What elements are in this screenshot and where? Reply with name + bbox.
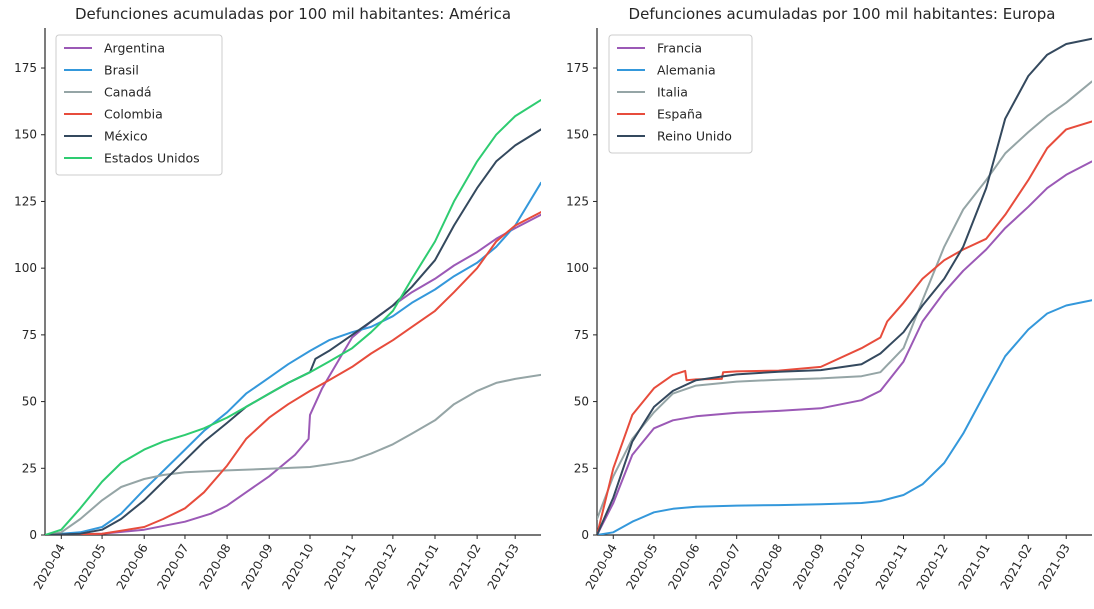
x-tick-label: 2020-10 xyxy=(279,542,316,592)
legend: Francia Alemania Italia España Reino Unido xyxy=(608,34,753,154)
series-line-mexico xyxy=(45,128,541,535)
legend-label: Francia xyxy=(657,41,702,56)
series-line-alemania xyxy=(597,299,1092,535)
series-line-espana xyxy=(597,120,1092,535)
x-tick-label: 2020-05 xyxy=(623,542,660,592)
legend-label: Argentina xyxy=(104,41,165,56)
series-line-colombia xyxy=(45,211,541,535)
y-tick-label: 25 xyxy=(22,461,37,475)
series-line-francia xyxy=(597,160,1092,535)
y-tick-label: 50 xyxy=(574,395,589,409)
x-tick-label: 2020-05 xyxy=(71,542,108,592)
chart-america: Defunciones acumuladas por 100 mil habit… xyxy=(14,5,541,592)
y-tick-label: 0 xyxy=(29,528,37,542)
y-tick-label: 100 xyxy=(566,261,589,275)
y-tick-label: 125 xyxy=(566,194,589,208)
x-tick-label: 2021-02 xyxy=(447,542,484,592)
y-tick-label: 125 xyxy=(14,194,37,208)
legend: Argentina Brasil Canadá Colombia México Estad… xyxy=(55,34,223,176)
x-tick-label: 2021-02 xyxy=(998,542,1035,592)
x-tick-label: 2020-12 xyxy=(362,542,399,592)
y-tick-label: 75 xyxy=(574,328,589,342)
legend-label: México xyxy=(104,129,148,144)
legend-label: España xyxy=(657,107,703,122)
y-tick-label: 100 xyxy=(14,261,37,275)
x-tick-label: 2021-03 xyxy=(485,542,522,592)
chart-europa: Defunciones acumuladas por 100 mil habit… xyxy=(566,5,1092,592)
series-line-brasil xyxy=(45,181,541,535)
x-tick-label: 2020-09 xyxy=(790,542,827,592)
chart-title: Defunciones acumuladas por 100 mil habit… xyxy=(75,5,511,23)
chart-title: Defunciones acumuladas por 100 mil habit… xyxy=(629,5,1056,23)
y-tick-label: 50 xyxy=(22,395,37,409)
x-tick-label: 2020-06 xyxy=(665,542,702,592)
x-tick-label: 2020-06 xyxy=(114,542,151,592)
series-line-reino-unido xyxy=(597,37,1092,535)
series-group xyxy=(597,37,1092,535)
x-tick-label: 2020-09 xyxy=(239,542,276,592)
x-tick-label: 2020-07 xyxy=(706,542,743,592)
legend-label: Italia xyxy=(657,85,688,100)
legend-box xyxy=(608,34,753,154)
y-tick-label: 0 xyxy=(581,528,589,542)
x-tick-label: 2021-03 xyxy=(1036,542,1073,592)
y-tick-label: 150 xyxy=(14,128,37,142)
y-tick-label: 75 xyxy=(22,328,37,342)
x-tick-label: 2020-08 xyxy=(196,542,233,592)
x-tick-label: 2020-10 xyxy=(831,542,868,592)
series-line-italia xyxy=(597,80,1092,520)
legend-label: Alemania xyxy=(657,63,716,78)
x-tick-label: 2020-07 xyxy=(154,542,191,592)
x-tick-label: 2020-11 xyxy=(322,542,359,592)
x-tick-label: 2020-04 xyxy=(31,542,68,592)
x-tick-label: 2021-01 xyxy=(404,542,441,592)
y-tick-label: 25 xyxy=(574,461,589,475)
legend-label: Canadá xyxy=(104,85,152,100)
x-tick-label: 2021-01 xyxy=(956,542,993,592)
x-tick-label: 2020-04 xyxy=(583,542,620,592)
x-tick-label: 2020-11 xyxy=(873,542,910,592)
legend-box xyxy=(55,34,223,176)
y-tick-label: 175 xyxy=(566,61,589,75)
legend-label: Estados Unidos xyxy=(104,151,200,166)
series-line-argentina xyxy=(45,213,541,535)
y-tick-label: 150 xyxy=(566,128,589,142)
series-line-canada xyxy=(45,373,541,535)
legend-label: Brasil xyxy=(104,63,139,78)
series-line-estados-unidos xyxy=(45,99,541,535)
y-tick-label: 175 xyxy=(14,61,37,75)
x-tick-label: 2020-08 xyxy=(748,542,785,592)
legend-label: Reino Unido xyxy=(657,129,732,144)
legend-label: Colombia xyxy=(104,107,163,122)
series-group xyxy=(45,99,541,535)
x-tick-label: 2020-12 xyxy=(914,542,951,592)
